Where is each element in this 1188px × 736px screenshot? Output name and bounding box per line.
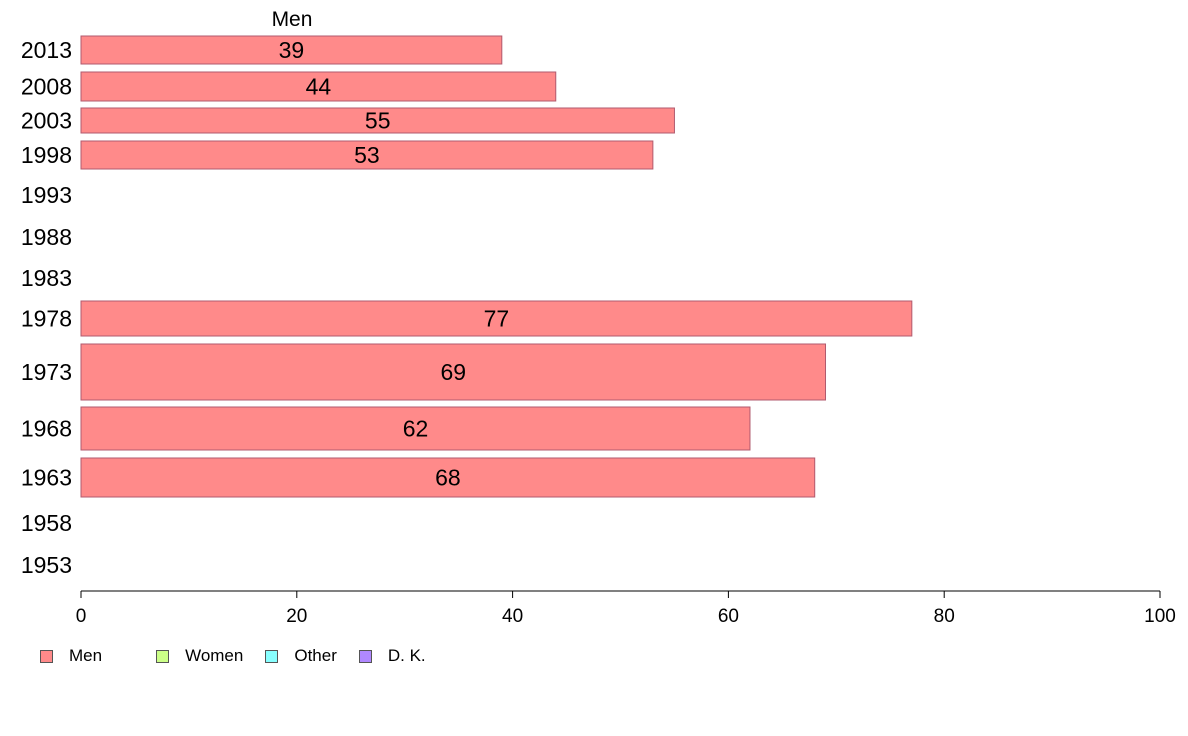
category-label-1998: 1998	[21, 142, 72, 168]
bar-label-2013: 39	[279, 37, 305, 63]
x-tick-label-20: 20	[286, 606, 307, 627]
category-labels-group: 2013 2008 2003 1998 1993 1988 1983 1978 1973 1968…	[21, 37, 72, 578]
chart-title: Men	[272, 8, 313, 31]
bars-group	[80, 35, 913, 498]
x-ticks-group: 0 20 40 60 80 100	[76, 591, 1176, 627]
legend-label-women: Women	[185, 646, 244, 665]
category-label-2008: 2008	[21, 74, 72, 100]
legend-swatch-other	[265, 649, 279, 663]
bar-1973	[80, 343, 827, 401]
x-tick-label-40: 40	[502, 606, 523, 627]
x-tick-label-0: 0	[76, 606, 87, 627]
category-label-1983: 1983	[21, 265, 72, 291]
legend-item-men: Men	[40, 646, 134, 666]
category-label-2003: 2003	[21, 108, 72, 134]
x-tick-label-100: 100	[1144, 606, 1176, 627]
bar-2013	[80, 35, 503, 65]
category-label-1958: 1958	[21, 510, 72, 536]
bar-label-1968: 62	[403, 416, 429, 442]
category-label-1988: 1988	[21, 224, 72, 250]
legend-item-women: Women	[156, 646, 243, 666]
bar-label-1973: 69	[440, 359, 466, 385]
bar-label-1978: 77	[484, 306, 510, 332]
category-label-1968: 1968	[21, 416, 72, 442]
bar-label-1963: 68	[435, 465, 461, 491]
legend-swatch-women	[156, 649, 170, 663]
legend-item-other: Other	[265, 646, 337, 666]
bar-1963	[80, 457, 816, 498]
category-label-1978: 1978	[21, 306, 72, 332]
bar-1978	[80, 300, 913, 337]
legend-swatch-dk	[358, 649, 372, 663]
bar-2003	[80, 107, 675, 134]
legend-label-dk: D. K.	[387, 646, 426, 665]
category-label-2013: 2013	[21, 37, 72, 63]
legend-item-dk: D. K.	[358, 646, 426, 666]
x-tick-label-60: 60	[718, 606, 739, 627]
category-label-1953: 1953	[21, 552, 72, 578]
legend-swatch-men	[40, 649, 53, 663]
legend: Men Women Other D. K.	[40, 646, 448, 666]
category-label-1963: 1963	[21, 465, 72, 491]
bar-1968	[80, 406, 751, 451]
category-label-1973: 1973	[21, 359, 72, 385]
bar-label-1998: 53	[354, 142, 380, 168]
bar-label-2008: 44	[306, 74, 332, 100]
category-label-1993: 1993	[21, 182, 72, 208]
legend-label-men: Men	[69, 646, 103, 665]
bar-2008	[80, 71, 557, 102]
legend-label-other: Other	[294, 646, 337, 665]
x-tick-label-80: 80	[934, 606, 955, 627]
bar-label-2003: 55	[365, 108, 391, 134]
bar-1998	[80, 140, 654, 170]
